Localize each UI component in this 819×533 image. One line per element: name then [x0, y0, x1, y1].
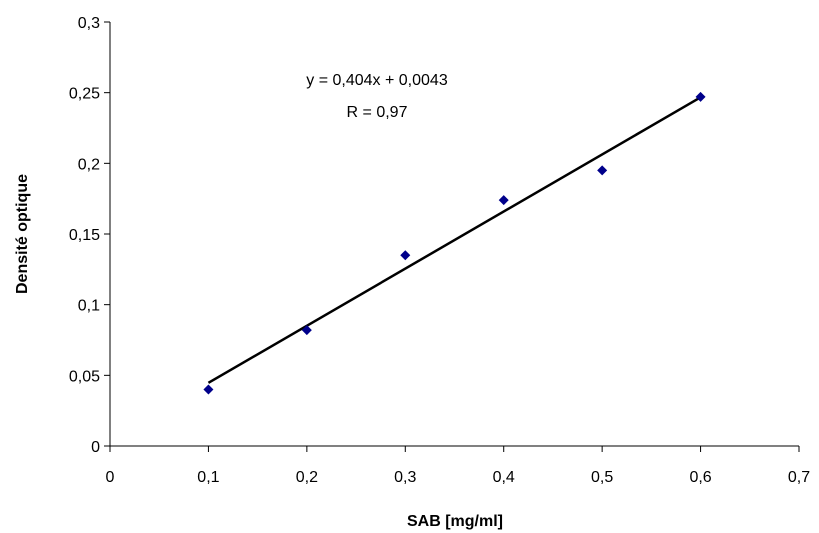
y-tick-label: 0,25	[69, 86, 100, 103]
x-tick-label: 0	[106, 469, 115, 486]
data-point	[301, 325, 312, 336]
y-tick-label: 0,1	[78, 298, 100, 315]
x-tick-label: 0,7	[788, 469, 810, 486]
trendline	[207, 96, 702, 384]
data-point	[203, 384, 214, 395]
x-tick-label: 0,6	[689, 469, 711, 486]
y-tick-label: 0,05	[69, 368, 100, 385]
data-point	[400, 250, 411, 261]
y-tick-label: 0,15	[69, 227, 100, 244]
y-axis-title: Densité optique	[14, 174, 31, 294]
data-point	[498, 195, 509, 206]
x-tick-label: 0,5	[591, 469, 613, 486]
r-value: R = 0,97	[347, 104, 408, 121]
x-tick-label: 0,1	[197, 469, 219, 486]
y-tick-label: 0	[91, 439, 100, 456]
x-tick-label: 0,2	[296, 469, 318, 486]
x-tick-label: 0,4	[493, 469, 515, 486]
data-points	[203, 91, 706, 395]
x-ticks: 0 0,1 0,2 0,3 0,4 0,5 0,6 0,7	[106, 446, 810, 486]
data-point	[695, 91, 706, 102]
trendline-equation: y = 0,404x + 0,0043	[306, 72, 448, 89]
x-tick-label: 0,3	[394, 469, 416, 486]
data-point	[597, 165, 608, 176]
y-tick-label: 0,2	[78, 156, 100, 173]
y-ticks: 0 0,05 0,1 0,15 0,2 0,25 0,3	[69, 15, 110, 456]
axes	[109, 22, 799, 447]
y-tick-label: 0,3	[78, 15, 100, 32]
x-axis-title: SAB [mg/ml]	[407, 513, 503, 530]
